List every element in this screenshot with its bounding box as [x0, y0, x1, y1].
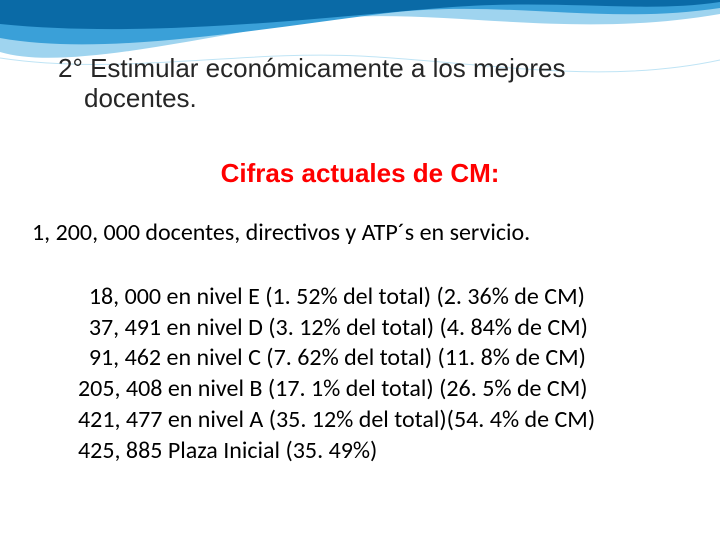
level-row: 91, 462 en nivel C (7. 62% del total) (1… [78, 343, 595, 374]
level-row: 37, 491 en nivel D (3. 12% del total) (4… [78, 313, 595, 344]
section-heading: Cifras actuales de CM: [0, 158, 720, 189]
wave-dark [0, 0, 720, 29]
level-row: 425, 885 Plaza Inicial (35. 49%) [78, 436, 595, 467]
topic-line2: docentes. [84, 84, 658, 114]
wave-light [0, 0, 720, 58]
level-row: 421, 477 en nivel A (35. 12% del total)(… [78, 405, 595, 436]
topic-text: 2° Estimular económicamente a los mejore… [58, 54, 658, 114]
levels-block: 18, 000 en nivel E (1. 52% del total) (2… [78, 282, 595, 466]
total-line: 1, 200, 000 docentes, directivos y ATP´s… [32, 218, 692, 247]
level-row: 18, 000 en nivel E (1. 52% del total) (2… [78, 282, 595, 313]
level-row: 205, 408 en nivel B (17. 1% del total) (… [78, 374, 595, 405]
topic-line1: 2° Estimular económicamente a los mejore… [58, 53, 566, 83]
slide: 2° Estimular económicamente a los mejore… [0, 0, 720, 540]
wave-mid [0, 0, 720, 44]
